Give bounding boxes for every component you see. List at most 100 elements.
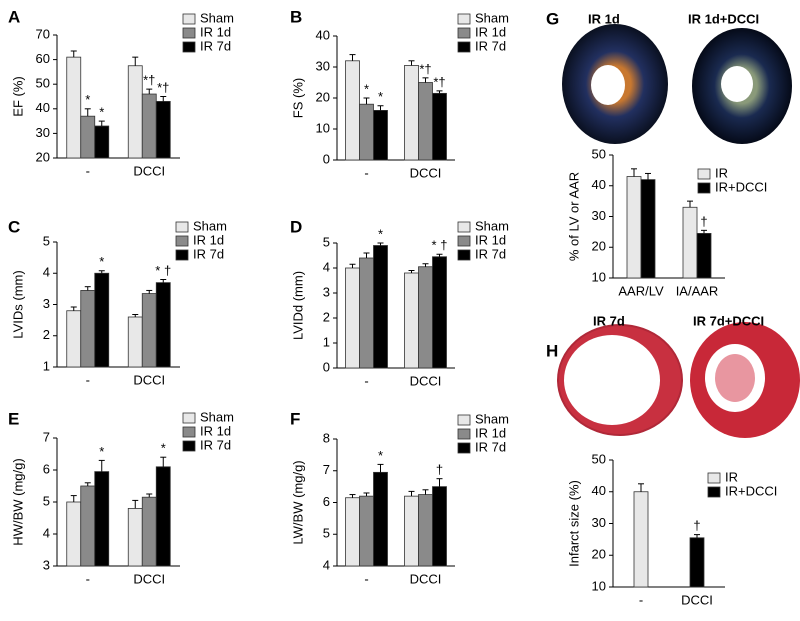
legend-swatch: [175, 221, 189, 233]
significance-mark: *†: [157, 80, 169, 95]
legend-swatch: [457, 27, 471, 39]
bar: [141, 93, 157, 159]
x-tick-label: IA/AAR: [676, 283, 719, 298]
bar: [155, 466, 171, 567]
significance-mark: †: [436, 462, 443, 477]
legend-swatch: [457, 221, 471, 233]
y-tick-label: 10: [592, 578, 606, 593]
y-tick-label: 30: [592, 515, 606, 530]
legend-label: IR 7d: [200, 38, 231, 53]
bar: [404, 272, 419, 369]
legend-swatch: [457, 13, 471, 25]
legend-label: IR 7d: [475, 439, 506, 454]
bar: [418, 494, 433, 567]
y-tick-label: 30: [36, 125, 50, 140]
bar: [626, 176, 642, 279]
x-tick-label: DCCI: [133, 571, 165, 586]
x-tick-label: DCCI: [410, 571, 442, 586]
y-tick-label: 4: [43, 525, 50, 540]
y-tick-label: 2: [323, 309, 330, 324]
bar: [127, 507, 143, 567]
bar: [141, 496, 157, 567]
y-tick-label: 20: [592, 239, 606, 254]
significance-mark: * †: [155, 263, 171, 278]
bar: [359, 495, 374, 567]
y-tick-label: 1: [43, 358, 50, 373]
y-tick-label: 1: [323, 334, 330, 349]
bar: [404, 495, 419, 567]
y-axis-label: LVIDd (mm): [290, 271, 305, 340]
panel-label: C: [8, 217, 20, 236]
bar: [359, 257, 374, 369]
bar: [373, 245, 388, 369]
x-tick-label: -: [639, 592, 643, 607]
legend-swatch: [707, 486, 721, 498]
legend-swatch: [457, 414, 471, 426]
legend-label: Sham: [475, 218, 509, 233]
y-tick-label: 40: [592, 483, 606, 498]
x-tick-label: -: [364, 373, 368, 388]
legend-label: IR 1d: [193, 232, 224, 247]
x-tick-label: DCCI: [681, 592, 713, 607]
legend-label: IR 1d: [475, 425, 506, 440]
panel-label: B: [290, 7, 302, 26]
y-tick-label: 20: [316, 89, 330, 104]
x-tick-label: -: [86, 372, 90, 387]
image-label: IR 1d: [588, 11, 620, 26]
y-tick-label: 60: [36, 51, 50, 66]
y-tick-label: 40: [592, 177, 606, 192]
significance-mark: *: [99, 444, 104, 459]
legend-swatch: [182, 41, 196, 53]
significance-mark: *†: [419, 61, 431, 76]
panel-label: G: [546, 9, 559, 28]
bar: [418, 266, 433, 369]
y-tick-label: 3: [43, 296, 50, 311]
bar: [141, 293, 157, 368]
bar: [373, 471, 388, 567]
y-tick-label: 50: [36, 76, 50, 91]
y-tick-label: 4: [43, 265, 50, 280]
x-tick-label: DCCI: [410, 165, 442, 180]
legend-swatch: [457, 249, 471, 261]
legend-label: Sham: [200, 409, 234, 424]
bar: [94, 125, 110, 159]
bar: [80, 290, 96, 368]
legend-label: IR 1d: [475, 24, 506, 39]
bar: [345, 497, 360, 567]
image-label: IR 7d+DCCI: [693, 313, 764, 328]
y-tick-label: 7: [43, 429, 50, 444]
y-tick-label: 6: [323, 494, 330, 509]
bar: [418, 82, 433, 161]
x-tick-label: -: [86, 571, 90, 586]
bar: [80, 115, 96, 159]
y-tick-label: 3: [323, 284, 330, 299]
legend-swatch: [707, 472, 721, 484]
legend-swatch: [182, 27, 196, 39]
legend-label: Sham: [193, 218, 227, 233]
x-tick-label: -: [364, 165, 368, 180]
significance-mark: *: [161, 441, 166, 456]
significance-mark: * †: [432, 238, 448, 253]
legend-label: IR+DCCI: [715, 179, 767, 194]
bar: [80, 485, 96, 567]
y-tick-label: 30: [316, 58, 330, 73]
image-label: IR 1d+DCCI: [688, 11, 759, 26]
significance-mark: *: [378, 89, 383, 104]
legend-label: IR: [715, 165, 728, 180]
significance-mark: *†: [143, 73, 155, 88]
heart-images-h: [557, 322, 800, 438]
bar: [689, 537, 705, 588]
significance-mark: *: [378, 448, 383, 463]
bar: [682, 206, 698, 279]
y-tick-label: 40: [316, 27, 330, 42]
bar: [633, 491, 649, 588]
panel-label: A: [8, 7, 20, 26]
legend-swatch: [182, 412, 196, 424]
x-tick-label: DCCI: [133, 372, 165, 387]
y-tick-label: 5: [323, 234, 330, 249]
legend-label: IR 1d: [475, 232, 506, 247]
legend-swatch: [182, 426, 196, 438]
significance-mark: *: [85, 92, 90, 107]
legend-label: Sham: [200, 10, 234, 25]
